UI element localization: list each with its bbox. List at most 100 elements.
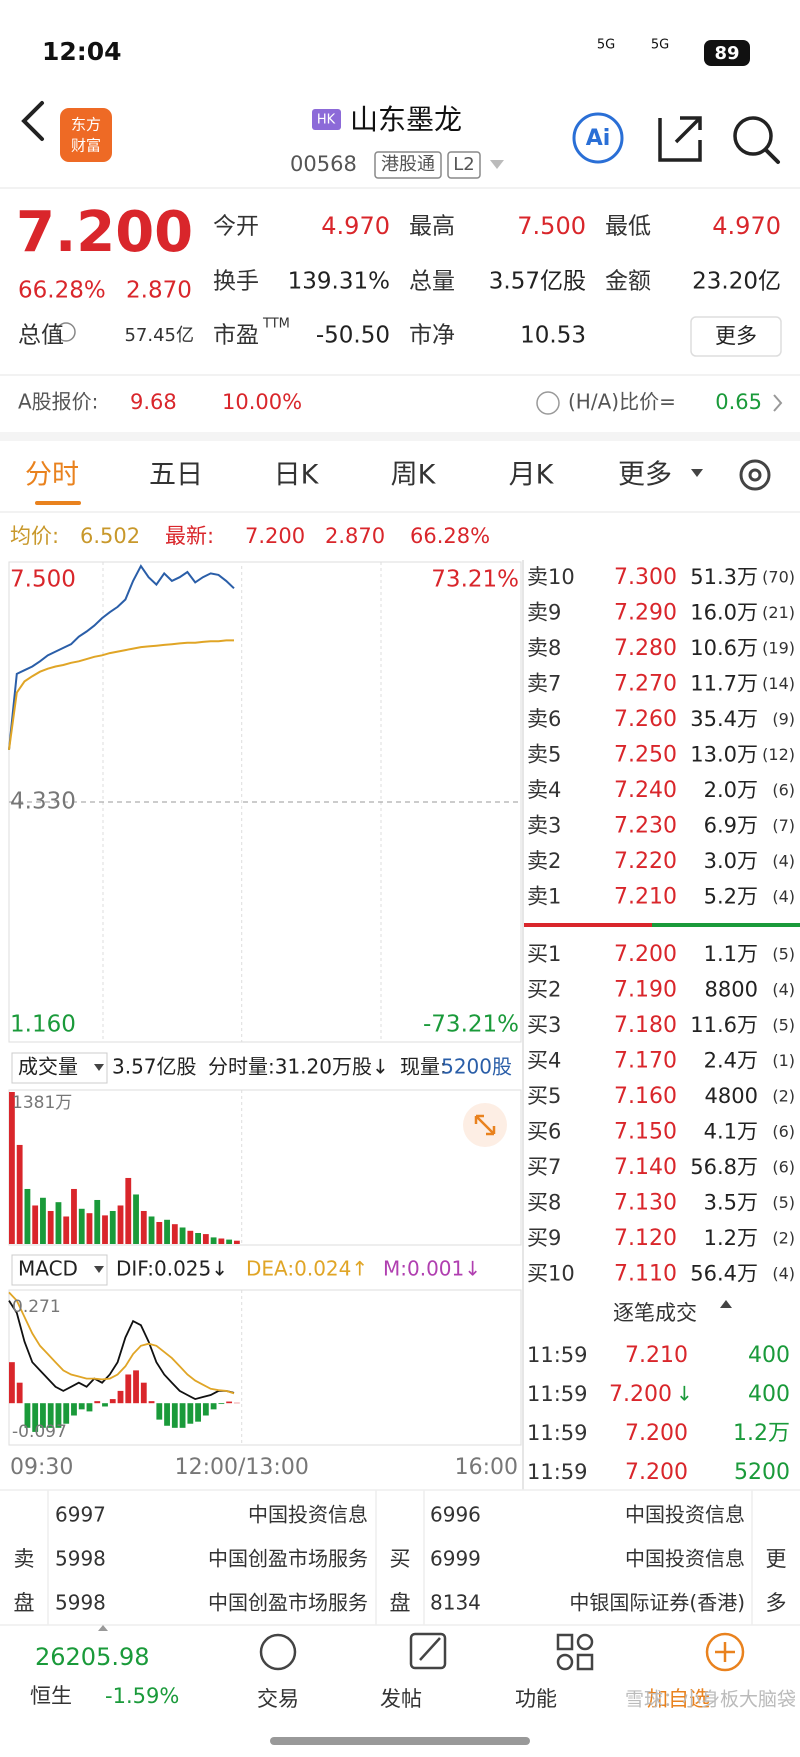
tab[interactable]: 周K bbox=[391, 460, 437, 491]
bar bbox=[71, 1188, 77, 1244]
book-label: 卖9 bbox=[527, 601, 561, 625]
bar bbox=[140, 1382, 147, 1404]
broker-name: 中国投资信息 bbox=[625, 1547, 745, 1571]
book-label: 卖4 bbox=[527, 778, 561, 802]
avg-label: 均价: bbox=[10, 524, 59, 548]
ai-button[interactable]: Ai bbox=[586, 126, 611, 151]
book-count: (6) bbox=[772, 1122, 795, 1141]
back-icon[interactable] bbox=[21, 101, 44, 141]
bar bbox=[218, 1238, 225, 1244]
book-price: 7.120 bbox=[614, 1226, 677, 1251]
more-button[interactable]: 更多 bbox=[715, 324, 757, 348]
bar bbox=[40, 1403, 46, 1428]
book-volume: 2.0万 bbox=[704, 778, 758, 802]
book-label: 卖3 bbox=[527, 814, 561, 838]
nav-item[interactable]: 加自选 bbox=[647, 1687, 710, 1711]
more-button[interactable] bbox=[690, 316, 782, 357]
bar bbox=[233, 1240, 240, 1244]
add-watch-icon[interactable] bbox=[705, 1632, 745, 1672]
book-volume: 1.1万 bbox=[704, 942, 758, 966]
battery-level: 89 bbox=[714, 43, 739, 64]
book-count: (9) bbox=[772, 710, 795, 729]
tab[interactable]: 更多 bbox=[618, 460, 672, 491]
bar bbox=[156, 1221, 163, 1244]
latest-pct: 66.28% bbox=[410, 524, 490, 548]
book-price: 7.300 bbox=[614, 565, 677, 590]
tab[interactable]: 日K bbox=[274, 460, 320, 491]
stat-value: 4.970 bbox=[712, 212, 781, 240]
latest-change: 2.870 bbox=[325, 524, 385, 548]
book-label: 买5 bbox=[527, 1084, 561, 1108]
bar bbox=[156, 1403, 163, 1420]
nav-item[interactable]: 功能 bbox=[515, 1687, 557, 1711]
trade-price: 7.200 bbox=[609, 1382, 672, 1407]
bar bbox=[202, 1403, 209, 1416]
broker-side: 卖 bbox=[14, 1547, 35, 1571]
book-volume: 10.6万 bbox=[690, 636, 758, 660]
book-price: 7.150 bbox=[614, 1120, 677, 1145]
bar bbox=[140, 1210, 147, 1244]
book-count: (5) bbox=[772, 1016, 795, 1035]
macd-dif: DIF:0.025↓ bbox=[116, 1257, 228, 1281]
nav-item[interactable]: 发帖 bbox=[380, 1687, 422, 1711]
settings-icon[interactable] bbox=[739, 459, 771, 491]
bar bbox=[63, 1403, 70, 1424]
line bbox=[8, 1300, 235, 1401]
stat-label: 今开 bbox=[213, 214, 259, 240]
network: 5G bbox=[597, 38, 615, 53]
book-count: (5) bbox=[772, 945, 795, 964]
stat-sup: TTM bbox=[262, 317, 290, 332]
tab[interactable]: 五日 bbox=[149, 460, 203, 491]
volume-label: 成交量 bbox=[18, 1055, 78, 1079]
bar bbox=[32, 1403, 39, 1432]
book-count: (6) bbox=[772, 781, 795, 800]
watermark: 雪球：小身板大脑袋 bbox=[625, 1689, 796, 1711]
book-price: 7.270 bbox=[614, 672, 677, 697]
y-tick-label: 1381万 bbox=[12, 1093, 72, 1113]
broker-side: 买 bbox=[390, 1547, 411, 1571]
book-label: 卖2 bbox=[527, 849, 561, 873]
a-share-pct: 10.00% bbox=[222, 390, 302, 414]
bar bbox=[148, 1216, 155, 1244]
logo-text: 东方 bbox=[71, 116, 101, 134]
post-icon[interactable] bbox=[409, 1632, 447, 1670]
broker-side: 盘 bbox=[14, 1591, 35, 1615]
trade-icon[interactable] bbox=[259, 1633, 297, 1671]
ratio: 0.65 bbox=[715, 390, 762, 414]
share-icon[interactable] bbox=[658, 116, 702, 162]
tab[interactable]: 月K bbox=[509, 460, 555, 491]
book-count: (6) bbox=[772, 1158, 795, 1177]
bar bbox=[32, 1205, 39, 1244]
dropdown-icon[interactable] bbox=[490, 160, 504, 169]
hk-badge bbox=[312, 109, 341, 130]
search-icon[interactable] bbox=[733, 116, 773, 156]
book-price: 7.130 bbox=[614, 1191, 677, 1216]
book-price: 7.280 bbox=[614, 636, 677, 661]
nav-item[interactable]: 交易 bbox=[257, 1687, 299, 1711]
more-button[interactable]: 更 bbox=[766, 1547, 787, 1571]
broker-name: 中国创盈市场服务 bbox=[208, 1547, 368, 1571]
index-change: -1.59% bbox=[105, 1684, 179, 1708]
stat-value: 3.57亿股 bbox=[489, 269, 586, 295]
stat-value: 7.500 bbox=[517, 212, 586, 240]
help-icon[interactable] bbox=[536, 391, 560, 415]
function-icon[interactable] bbox=[556, 1633, 574, 1651]
tab[interactable]: 分时 bbox=[25, 460, 79, 491]
bar bbox=[171, 1403, 178, 1428]
y2-tick-label: -73.21% bbox=[423, 1012, 519, 1038]
ai-icon[interactable] bbox=[572, 112, 624, 164]
book-label: 买7 bbox=[527, 1155, 561, 1179]
macd-m: M:0.001↓ bbox=[383, 1257, 481, 1281]
x-tick-label: 09:30 bbox=[10, 1455, 73, 1480]
book-price: 7.110 bbox=[614, 1262, 677, 1287]
book-volume: 4800 bbox=[705, 1084, 758, 1108]
stock-name: 山东墨龙 bbox=[350, 103, 462, 136]
more-button[interactable]: 多 bbox=[766, 1591, 787, 1615]
bar bbox=[195, 1232, 201, 1244]
bar bbox=[148, 1401, 155, 1404]
time: 12:04 bbox=[42, 37, 122, 66]
stat-label: 换手 bbox=[213, 269, 259, 295]
level-box bbox=[447, 151, 481, 179]
stat-value: 4.970 bbox=[321, 212, 390, 240]
ratio-label: (H/A)比价= bbox=[568, 390, 676, 414]
